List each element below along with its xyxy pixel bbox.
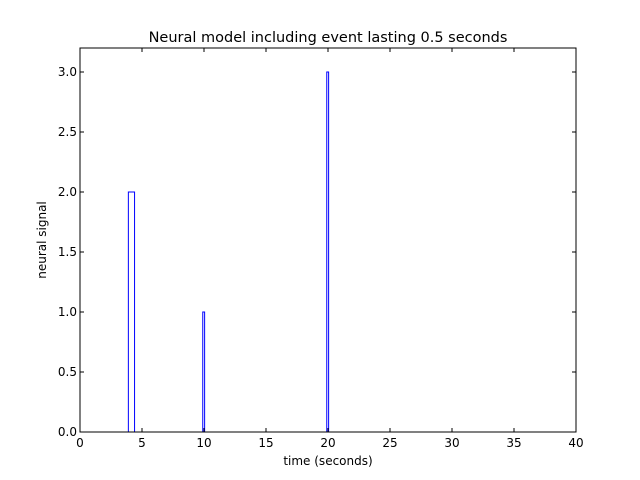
x-tick-label: 15 <box>258 436 273 450</box>
x-tick-label: 40 <box>568 436 583 450</box>
x-axis-label: time (seconds) <box>283 454 372 468</box>
ticks-layer: 0 5 10 15 20 25 30 35 40 0.0 0.5 1.0 1.5 2.0 2.5 3.0 <box>58 48 584 450</box>
x-tick-label: 0 <box>76 436 84 450</box>
y-tick-label: 3.0 <box>58 65 77 79</box>
x-tick-label: 35 <box>506 436 521 450</box>
y-tick-label: 2.5 <box>58 125 77 139</box>
y-tick-label: 0.5 <box>58 365 77 379</box>
x-tick-label: 5 <box>138 436 146 450</box>
x-tick-label: 20 <box>320 436 335 450</box>
plot-frame <box>79 47 577 433</box>
y-tick-label: 2.0 <box>58 185 77 199</box>
plot-area: 0 5 10 15 20 25 30 35 40 0.0 0.5 1.0 1.5 2.0 2.5 3.0 <box>58 47 584 450</box>
series-line-1 <box>80 71 576 433</box>
y-tick-label: 1.0 <box>58 305 77 319</box>
y-tick-label: 1.5 <box>58 245 77 259</box>
x-tick-label: 25 <box>382 436 397 450</box>
plot-background <box>80 48 576 432</box>
chart-title: Neural model including event lasting 0.5… <box>149 30 508 46</box>
x-tick-label: 30 <box>444 436 459 450</box>
y-tick-label: 0.0 <box>58 425 77 439</box>
y-axis-label: neural signal <box>35 201 49 279</box>
series-layer <box>80 71 576 433</box>
x-tick-label: 10 <box>196 436 211 450</box>
